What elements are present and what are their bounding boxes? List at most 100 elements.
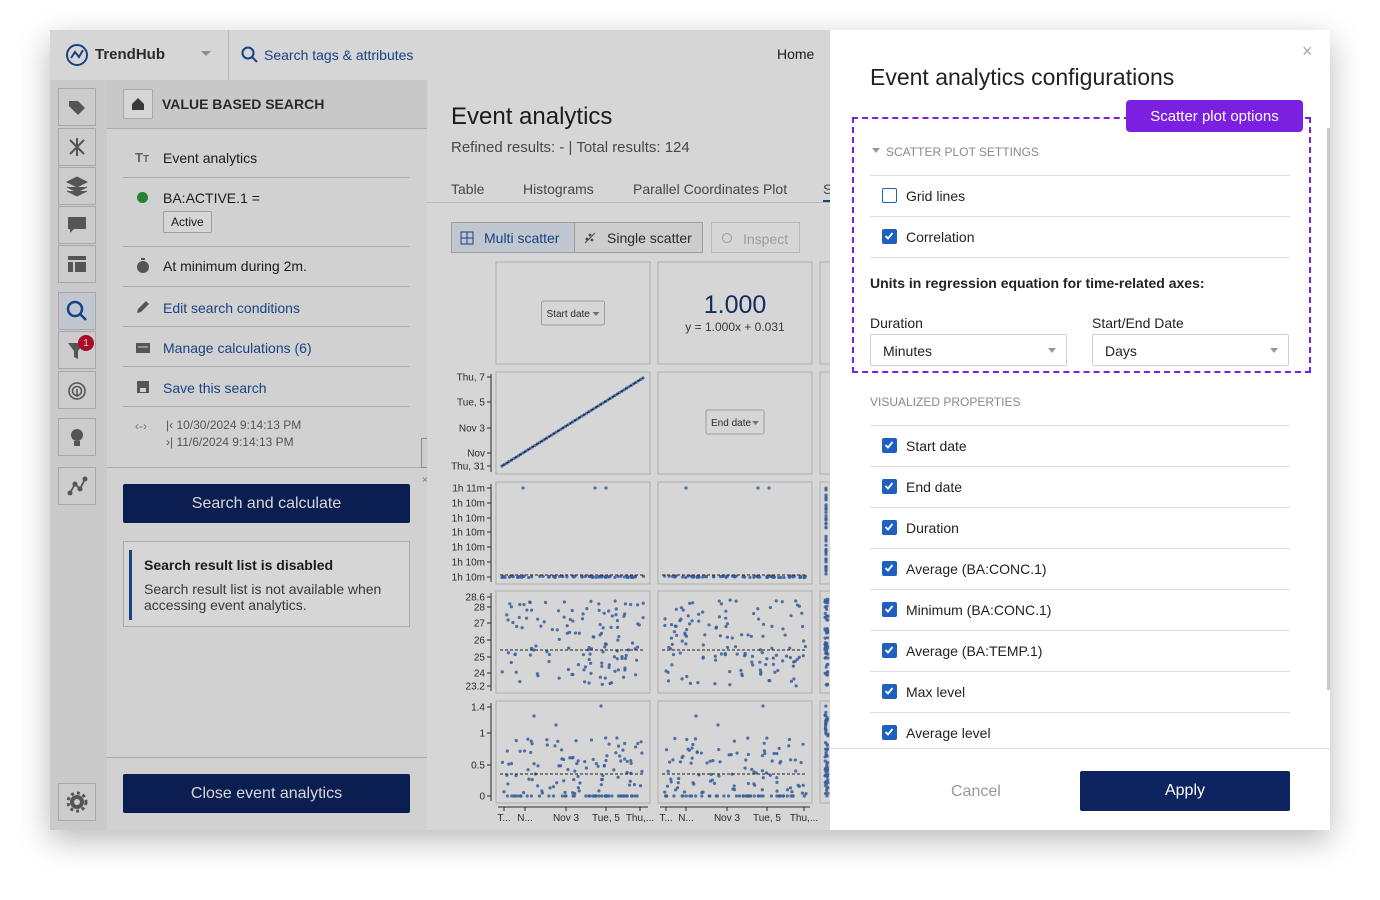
point (542, 620, 546, 624)
point (589, 599, 593, 603)
point (597, 789, 601, 793)
duration-select[interactable]: Minutes (870, 334, 1067, 366)
point (684, 486, 688, 490)
checkbox[interactable] (882, 229, 897, 244)
point (547, 574, 551, 579)
point (686, 614, 690, 618)
checkbox[interactable] (882, 725, 897, 740)
point (572, 777, 576, 782)
point (691, 601, 695, 605)
scrollbar[interactable] (1327, 128, 1330, 690)
rail-settings[interactable] (58, 783, 96, 821)
point (773, 670, 777, 674)
point (560, 794, 565, 798)
search-name: Event analytics (163, 150, 258, 166)
tab[interactable]: Histograms (523, 181, 594, 197)
search-button[interactable]: Search and calculate (123, 484, 410, 523)
rail-graph[interactable] (58, 467, 96, 505)
date-select[interactable]: Days (1092, 334, 1289, 366)
text-icon: TT (135, 150, 150, 165)
apply-button[interactable]: Apply (1080, 771, 1290, 811)
checkbox[interactable] (882, 479, 897, 494)
rail-fingerprint[interactable] (58, 371, 96, 409)
search-input[interactable]: Search tags & attributes (264, 47, 414, 63)
nav-link[interactable]: Home (777, 46, 815, 62)
point (616, 744, 621, 748)
checkbox-label: Average level (906, 725, 991, 741)
point (826, 636, 830, 640)
checkbox[interactable] (882, 561, 897, 576)
point (744, 758, 748, 762)
point (772, 751, 776, 756)
checkbox[interactable] (882, 684, 897, 699)
y-tick-label: 1h 11m (452, 484, 485, 495)
rail-tags[interactable] (58, 88, 96, 126)
overlay[interactable] (50, 30, 830, 830)
point (797, 655, 801, 659)
point (735, 652, 739, 656)
brand: TrendHub (95, 46, 165, 63)
rail-layers[interactable] (58, 167, 96, 205)
point (602, 611, 606, 615)
point (629, 761, 633, 765)
point (824, 753, 829, 757)
point (780, 600, 784, 604)
point (628, 602, 633, 607)
mode-button[interactable]: Multi scatter (451, 222, 575, 253)
point (530, 575, 534, 579)
point (718, 634, 722, 638)
checkbox[interactable] (882, 643, 897, 658)
point (684, 794, 688, 798)
point (800, 611, 804, 615)
point (708, 794, 712, 798)
rail-comments[interactable] (58, 206, 96, 244)
point (568, 756, 572, 760)
rail-search[interactable] (58, 292, 96, 330)
inspect-button[interactable]: Inspect (711, 222, 800, 253)
checkbox[interactable] (882, 602, 897, 617)
multi-icon (460, 231, 474, 245)
notice: Search result list is disabled Search re… (123, 541, 410, 627)
rail-insights[interactable] (58, 418, 96, 456)
action-link[interactable]: Save this search (163, 380, 267, 396)
point (500, 575, 505, 579)
point (547, 652, 551, 657)
point (719, 652, 724, 656)
x-tick-label: N... (517, 813, 533, 824)
checkbox[interactable] (882, 188, 897, 203)
point (824, 565, 828, 569)
close-icon[interactable]: × (1302, 41, 1313, 61)
x-tick-label: Nov 3 (714, 813, 741, 824)
axis-select-label: End date (711, 418, 751, 429)
rail-filter[interactable] (58, 128, 96, 166)
highlight-label: Scatter plot options (1126, 100, 1303, 132)
action-link[interactable]: Edit search conditions (163, 300, 300, 316)
y-tick-label: 1h 10m (452, 543, 485, 554)
checkbox[interactable] (882, 520, 897, 535)
point (619, 759, 623, 763)
collapse-caret[interactable] (871, 147, 881, 155)
point (537, 794, 542, 798)
tab[interactable]: S (823, 181, 833, 197)
checkbox[interactable] (882, 438, 897, 453)
point (679, 617, 683, 621)
cancel-button[interactable]: Cancel (951, 783, 1001, 800)
point (509, 660, 513, 665)
action-link[interactable]: Manage calculations (6) (163, 340, 312, 356)
home-button[interactable] (123, 89, 153, 119)
mode-button[interactable]: Single scatter (575, 222, 703, 253)
point (791, 664, 796, 668)
point (781, 659, 785, 663)
point (625, 794, 629, 798)
close-button[interactable]: Close event analytics (123, 774, 410, 813)
point (740, 633, 744, 637)
y-tick-label: Nov 3 (459, 424, 486, 435)
section-heading: SCATTER PLOT SETTINGS (886, 145, 1039, 159)
brand-caret[interactable] (200, 50, 212, 58)
tab[interactable]: Parallel Coordinates Plot (633, 181, 788, 197)
point (614, 751, 618, 755)
rail-dashboard[interactable] (58, 245, 96, 283)
tab[interactable]: Table (451, 181, 485, 197)
splitter-close[interactable]: × (422, 475, 428, 486)
point (599, 575, 604, 579)
